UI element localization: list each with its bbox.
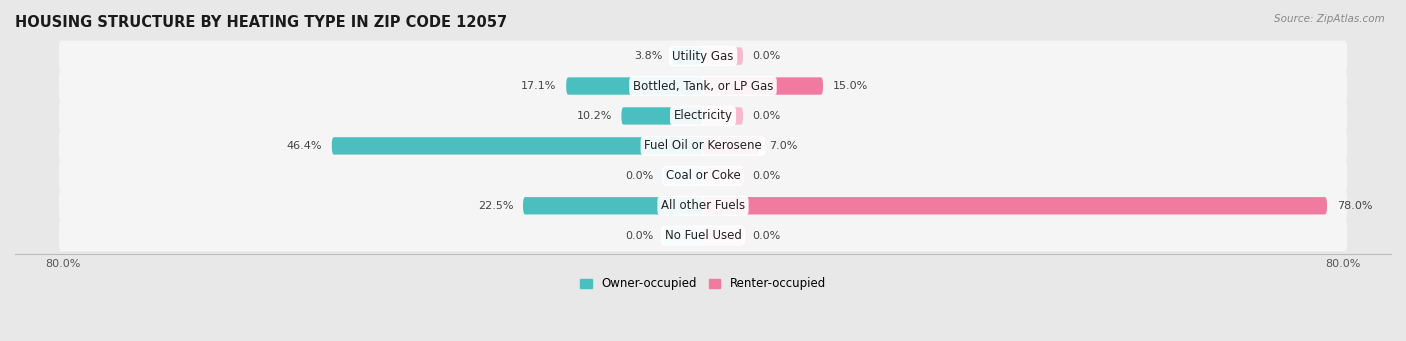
Text: All other Fuels: All other Fuels xyxy=(661,199,745,212)
FancyBboxPatch shape xyxy=(59,100,1347,132)
Text: 15.0%: 15.0% xyxy=(832,81,868,91)
Text: 0.0%: 0.0% xyxy=(752,171,780,181)
FancyBboxPatch shape xyxy=(59,160,1347,191)
Text: Utility Gas: Utility Gas xyxy=(672,49,734,63)
Text: 46.4%: 46.4% xyxy=(287,141,322,151)
Text: 3.8%: 3.8% xyxy=(634,51,664,61)
Text: 0.0%: 0.0% xyxy=(626,231,654,241)
FancyBboxPatch shape xyxy=(703,227,742,244)
FancyBboxPatch shape xyxy=(59,130,1347,161)
Text: Coal or Coke: Coal or Coke xyxy=(665,169,741,182)
FancyBboxPatch shape xyxy=(59,41,1347,72)
Text: 0.0%: 0.0% xyxy=(752,111,780,121)
FancyBboxPatch shape xyxy=(664,227,703,244)
FancyBboxPatch shape xyxy=(664,167,703,184)
Text: Source: ZipAtlas.com: Source: ZipAtlas.com xyxy=(1274,14,1385,24)
Text: 0.0%: 0.0% xyxy=(752,51,780,61)
FancyBboxPatch shape xyxy=(621,107,703,125)
FancyBboxPatch shape xyxy=(703,167,742,184)
FancyBboxPatch shape xyxy=(703,77,823,95)
FancyBboxPatch shape xyxy=(59,190,1347,221)
FancyBboxPatch shape xyxy=(703,107,742,125)
Text: 0.0%: 0.0% xyxy=(626,171,654,181)
FancyBboxPatch shape xyxy=(703,197,1327,214)
Text: 17.1%: 17.1% xyxy=(522,81,557,91)
FancyBboxPatch shape xyxy=(332,137,703,154)
Legend: Owner-occupied, Renter-occupied: Owner-occupied, Renter-occupied xyxy=(575,273,831,295)
Text: 0.0%: 0.0% xyxy=(752,231,780,241)
FancyBboxPatch shape xyxy=(523,197,703,214)
Text: No Fuel Used: No Fuel Used xyxy=(665,229,741,242)
Text: Fuel Oil or Kerosene: Fuel Oil or Kerosene xyxy=(644,139,762,152)
FancyBboxPatch shape xyxy=(59,71,1347,102)
FancyBboxPatch shape xyxy=(59,220,1347,251)
Text: 78.0%: 78.0% xyxy=(1337,201,1372,211)
FancyBboxPatch shape xyxy=(703,47,742,65)
Text: HOUSING STRUCTURE BY HEATING TYPE IN ZIP CODE 12057: HOUSING STRUCTURE BY HEATING TYPE IN ZIP… xyxy=(15,15,508,30)
Text: 22.5%: 22.5% xyxy=(478,201,513,211)
FancyBboxPatch shape xyxy=(703,137,759,154)
Text: Bottled, Tank, or LP Gas: Bottled, Tank, or LP Gas xyxy=(633,79,773,92)
FancyBboxPatch shape xyxy=(672,47,703,65)
Text: Electricity: Electricity xyxy=(673,109,733,122)
Text: 7.0%: 7.0% xyxy=(769,141,797,151)
Text: 10.2%: 10.2% xyxy=(576,111,612,121)
FancyBboxPatch shape xyxy=(567,77,703,95)
